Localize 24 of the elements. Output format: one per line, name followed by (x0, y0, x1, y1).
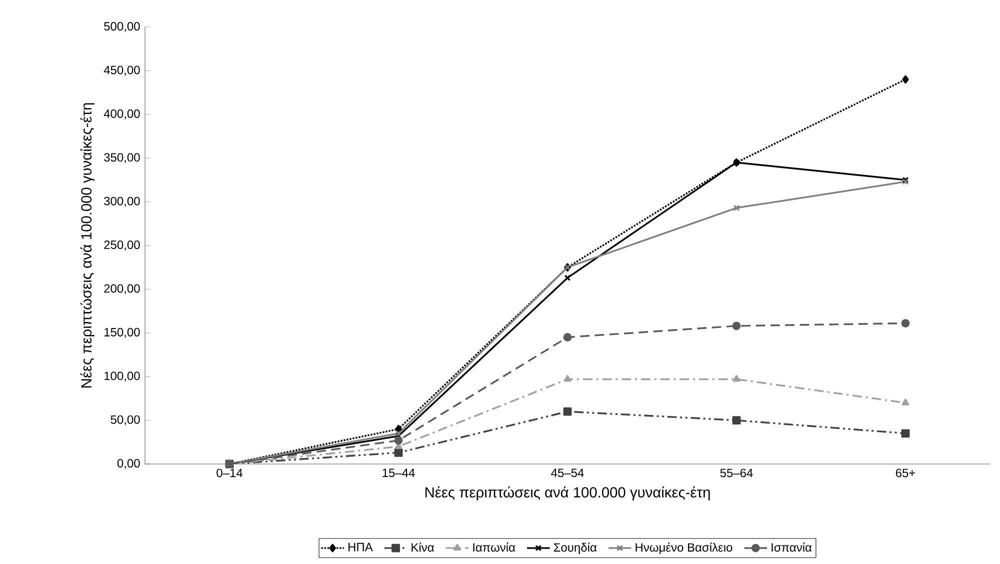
y-tick-label: 50,00 (110, 415, 140, 426)
x-axis-title: Νέες περιπτώσεις ανά 100.000 γυναίκες-έτη (426, 486, 710, 500)
legend-label: ΗΠΑ (348, 542, 373, 552)
legend-label: Ιαπωνία (473, 542, 516, 552)
y-tick-label: 0,00 (117, 459, 140, 469)
y-tick-label: 100,00 (104, 372, 140, 382)
y-tick-label: 200,00 (104, 284, 140, 294)
y-tick-label: 250,00 (104, 240, 140, 250)
legend-label: Κίνα (412, 542, 434, 552)
legend-label: Σουηδία (554, 542, 597, 554)
x-tick-label: 0–14 (216, 468, 242, 478)
y-tick-label: 400,00 (104, 109, 140, 120)
legend-label: Ισπανία (772, 542, 812, 552)
x-tick-label: 45–54 (551, 468, 584, 478)
y-tick-label: 300,00 (104, 196, 140, 207)
x-tick-label: 55–64 (720, 468, 753, 478)
y-tick-label: 450,00 (104, 66, 140, 76)
x-tick-label: 15–44 (382, 468, 415, 478)
y-axis-title: Νέες περιπτώσεις ανά 100.000 γυναίκες-έτη (80, 103, 94, 388)
y-tick-label: 350,00 (104, 153, 140, 164)
x-tick-label: 65+ (896, 468, 916, 478)
legend-label: Ηνωμένο Βασίλειο (636, 542, 732, 554)
y-tick-label: 500,00 (104, 22, 140, 32)
y-tick-label: 150,00 (104, 328, 140, 338)
